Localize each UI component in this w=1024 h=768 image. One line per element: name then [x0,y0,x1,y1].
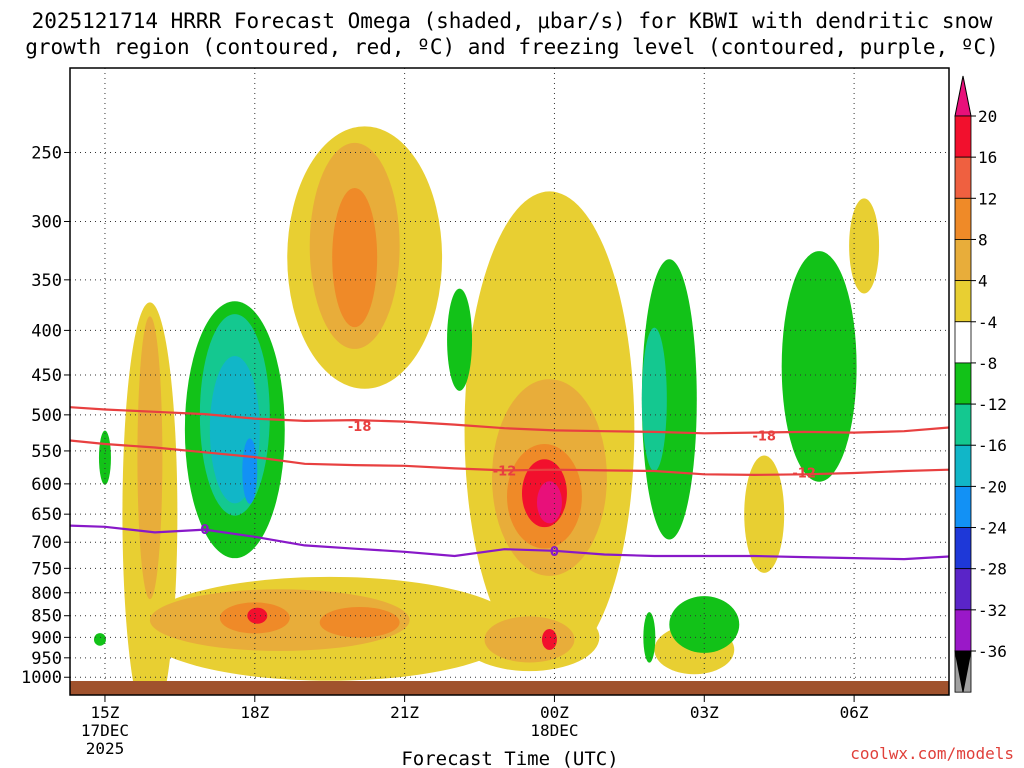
colorbar-label--4: -4 [978,313,997,332]
omega-region-sinking-4-31 [643,612,656,663]
colorbar: 20 16 12 8 4 -4 -8 -12 -16 -20 -24 -28 -32 -36 [954,75,1007,693]
colorbar-swatch-0 [954,115,972,158]
contour-freezing-level [70,524,949,561]
colorbar-swatch-3 [954,239,972,282]
y-tick-label-800: 800 [31,584,62,604]
colorbar-label--12: -12 [978,395,1007,414]
y-tick-label-750: 750 [31,559,62,579]
y-tick-label-950: 950 [31,649,62,669]
contour-label-5: 0 [550,545,559,560]
y-tick-label-650: 650 [31,505,62,525]
omega-region-sinking-4-27 [781,251,857,482]
omega-region-rising-20-14 [536,481,562,524]
contours: -18 -18 -12 -12 0 0 [70,406,949,561]
contour-label-0: -18 [348,420,372,435]
omega-region-rising-8-16 [484,616,575,663]
omega-region-sinking-4-32 [93,633,106,646]
colorbar-label-8: 8 [978,230,988,249]
y-tick-label-450: 450 [31,366,62,386]
colorbar-label-4: 4 [978,272,988,291]
y-tick-label-500: 500 [31,406,62,426]
y-tick-label-600: 600 [31,475,62,495]
colorbar-swatch-2 [954,197,972,240]
y-tick-label-400: 400 [31,321,62,341]
x-year-label: 2025 [86,739,125,758]
colorbar-label-16: 16 [978,148,997,167]
omega-region-rising-4-19 [744,455,785,573]
contour-label-1: -18 [752,429,776,444]
chart-title: 2025121714 HRRR Forecast Omega (shaded, … [0,8,1024,60]
colorbar-swatch-8 [954,444,972,487]
x-tick-label-03Z: 03Z [690,703,719,722]
colorbar-swatch-6 [954,362,972,405]
y-tick-label-350: 350 [31,271,62,291]
ground-bar [70,681,949,695]
colorbar-label--28: -28 [978,560,1007,579]
omega-region-sinking-4-28 [669,596,740,653]
plot-frame [69,67,950,696]
colorbar-label--36: -36 [978,642,1007,661]
x-tick-label-15Z: 15Z [91,703,120,722]
colorbar-swatch-10 [954,527,972,570]
contour-dendritic-bottom [70,439,949,477]
omega-region-rising-12-9 [319,607,400,638]
x-tick-label-21Z: 21Z [390,703,419,722]
x-tick-label-18Z: 18Z [240,703,269,722]
colorbar-label-20: 20 [978,107,997,126]
contour-label-2: -12 [792,466,816,481]
colorbar-label--32: -32 [978,601,1007,620]
x-axis-label: Forecast Time (UTC) [401,748,618,768]
contour-dendritic-top [70,406,949,435]
x-tick-label-06Z: 06Z [840,703,869,722]
contour-label-4: 0 [200,523,209,538]
colorbar-label-12: 12 [978,189,997,208]
colorbar-swatch-5 [954,321,972,364]
omega-region-sinking-8-26 [641,327,667,472]
y-tick-label-850: 850 [31,607,62,627]
y-axis: 2503003504004505005506006507007508008509… [21,143,70,688]
colorbar-label--8: -8 [978,354,997,373]
colorbar-label--24: -24 [978,519,1007,538]
omega-region-rising-8-4 [137,316,163,600]
y-tick-label-700: 700 [31,533,62,553]
omega-region-rising-16-17 [541,628,557,650]
colorbar-top-arrow [954,75,972,117]
colorbar-label--16: -16 [978,436,1007,455]
x-date-label-17DEC: 17DEC [81,721,129,740]
colorbar-bottom-arrow [954,650,972,693]
colorbar-swatch-11 [954,568,972,611]
colorbar-swatch-9 [954,485,972,528]
colorbar-swatch-4 [954,280,972,323]
omega-region-rising-12-2 [332,187,378,328]
omega-region-rising-4-18 [849,198,880,294]
omega-region-sinking-16-24 [242,438,258,504]
source-credit: coolwx.com/models [850,744,1014,763]
omega-region-sinking-4-29 [447,288,473,391]
y-tick-label-1000: 1000 [21,668,62,688]
y-tick-label-900: 900 [31,628,62,648]
colorbar-swatch-1 [954,156,972,199]
chart-title-line-2: growth region (contoured, red, ºC) and f… [25,35,999,59]
y-tick-label-250: 250 [31,143,62,163]
y-tick-label-550: 550 [31,442,62,462]
colorbar-swatch-12 [954,609,972,652]
contour-label-3: -12 [493,464,517,479]
x-tick-label-00Z: 00Z [540,703,569,722]
chart-title-line-1: 2025121714 HRRR Forecast Omega (shaded, … [31,9,993,33]
x-date-label-18DEC: 18DEC [530,721,578,740]
colorbar-swatch-7 [954,403,972,446]
omega-region-rising-16-8 [247,607,268,624]
y-tick-label-300: 300 [31,212,62,232]
colorbar-label--20: -20 [978,477,1007,496]
gridlines [70,68,949,681]
